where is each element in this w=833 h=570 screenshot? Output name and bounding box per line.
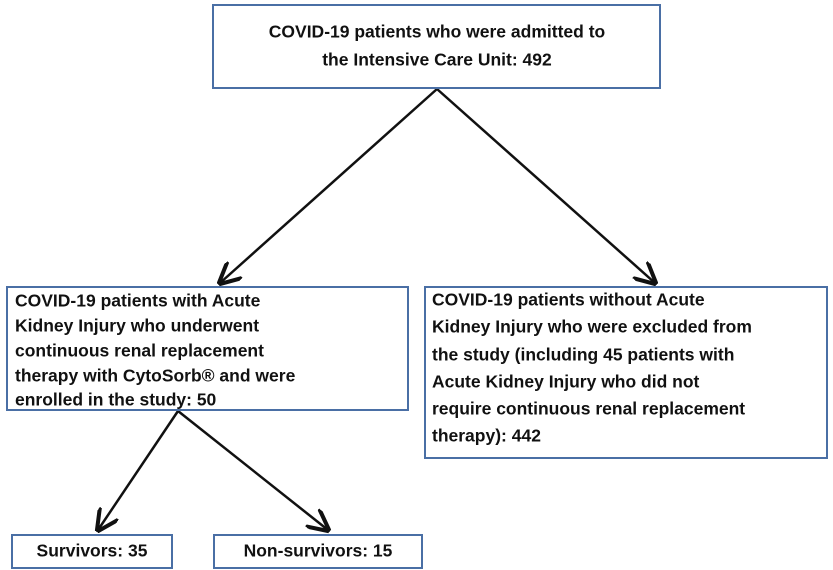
- node-box: [213, 534, 423, 569]
- node-text: Acute Kidney Injury who did not: [432, 372, 700, 392]
- arrow: [436, 88, 655, 283]
- arrow: [177, 410, 328, 530]
- arrow: [220, 88, 438, 283]
- node-text: require continuous renal replacement: [432, 399, 745, 419]
- node-text: COVID-19 patients without Acute: [432, 290, 705, 310]
- node-text: the study (including 45 patients with: [432, 345, 734, 365]
- node-box: [11, 534, 173, 569]
- node-box: [424, 286, 828, 459]
- node-text: the Intensive Care Unit: 492: [322, 50, 552, 70]
- arrow: [98, 410, 180, 530]
- node-text: Non-survivors: 15: [244, 541, 393, 561]
- node-box: [6, 286, 409, 411]
- node-box: [212, 4, 661, 89]
- node-text: continuous renal replacement: [15, 341, 264, 361]
- node-text: Survivors: 35: [37, 541, 148, 561]
- node-text: Kidney Injury who were excluded from: [432, 317, 752, 337]
- node-text: Kidney Injury who underwent: [15, 316, 259, 336]
- node-text: therapy): 442: [432, 426, 541, 446]
- node-text: COVID-19 patients who were admitted to: [269, 22, 605, 42]
- node-text: COVID-19 patients with Acute: [15, 291, 261, 311]
- node-text: therapy with CytoSorb® and were: [15, 366, 296, 386]
- node-text: enrolled in the study: 50: [15, 390, 217, 410]
